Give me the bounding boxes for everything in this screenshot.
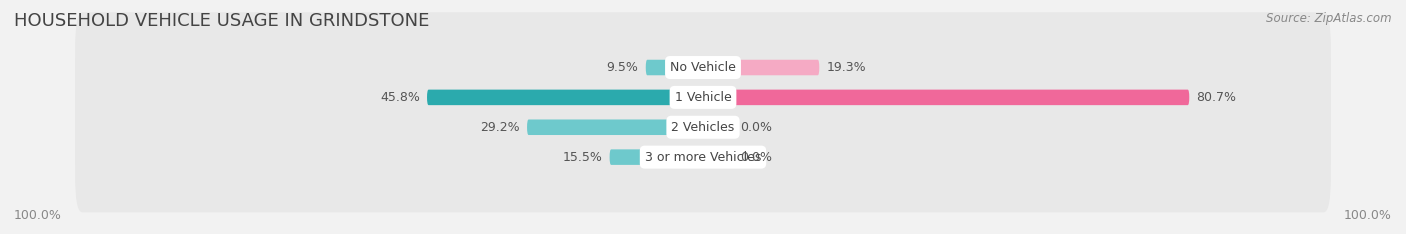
FancyBboxPatch shape	[75, 12, 1331, 123]
FancyBboxPatch shape	[703, 90, 1189, 105]
Text: No Vehicle: No Vehicle	[671, 61, 735, 74]
FancyBboxPatch shape	[75, 72, 1331, 183]
FancyBboxPatch shape	[610, 149, 703, 165]
FancyBboxPatch shape	[527, 120, 703, 135]
Text: 1 Vehicle: 1 Vehicle	[675, 91, 731, 104]
Text: 0.0%: 0.0%	[741, 121, 772, 134]
Text: 2 Vehicles: 2 Vehicles	[672, 121, 734, 134]
Text: 29.2%: 29.2%	[481, 121, 520, 134]
FancyBboxPatch shape	[75, 42, 1331, 153]
FancyBboxPatch shape	[703, 60, 820, 75]
FancyBboxPatch shape	[645, 60, 703, 75]
Text: 19.3%: 19.3%	[827, 61, 866, 74]
FancyBboxPatch shape	[703, 120, 733, 135]
Text: 80.7%: 80.7%	[1197, 91, 1236, 104]
Text: 15.5%: 15.5%	[562, 151, 602, 164]
FancyBboxPatch shape	[75, 102, 1331, 212]
Text: 0.0%: 0.0%	[741, 151, 772, 164]
FancyBboxPatch shape	[427, 90, 703, 105]
Text: 45.8%: 45.8%	[380, 91, 420, 104]
FancyBboxPatch shape	[703, 149, 733, 165]
Text: HOUSEHOLD VEHICLE USAGE IN GRINDSTONE: HOUSEHOLD VEHICLE USAGE IN GRINDSTONE	[14, 12, 429, 30]
Text: Source: ZipAtlas.com: Source: ZipAtlas.com	[1267, 12, 1392, 25]
Text: 9.5%: 9.5%	[606, 61, 638, 74]
Text: 100.0%: 100.0%	[1344, 209, 1392, 222]
Text: 3 or more Vehicles: 3 or more Vehicles	[645, 151, 761, 164]
Text: 100.0%: 100.0%	[14, 209, 62, 222]
